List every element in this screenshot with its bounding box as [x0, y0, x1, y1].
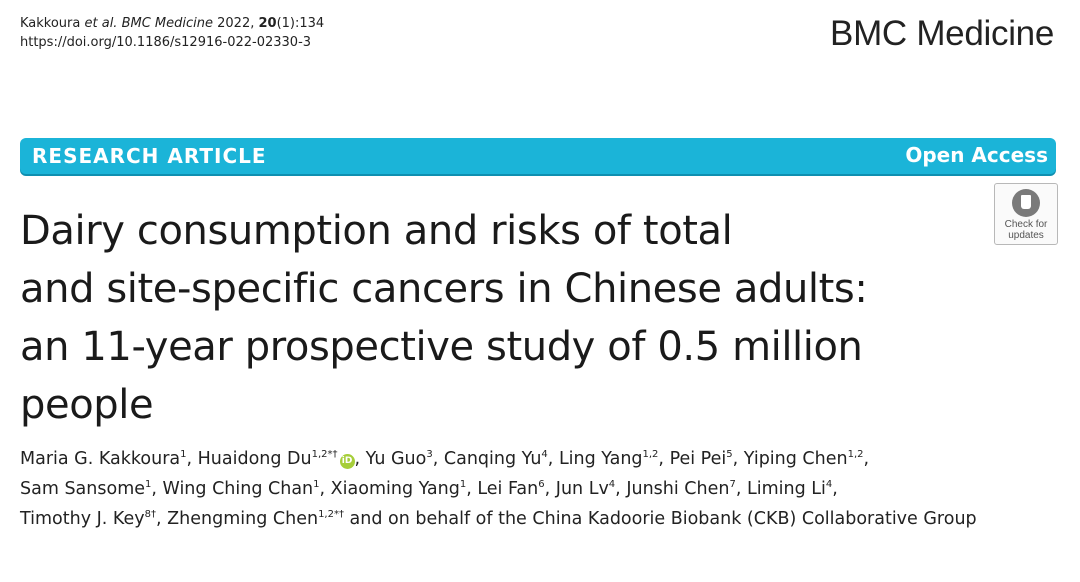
- citation-author: Kakkoura: [20, 16, 85, 31]
- author-name[interactable]: Jun Lv: [555, 479, 609, 499]
- author-name[interactable]: Junshi Chen: [626, 479, 730, 499]
- author-affiliation: 1: [459, 479, 467, 490]
- author-separator: ,: [319, 479, 331, 499]
- author-affiliation: 5: [726, 449, 733, 460]
- author-name[interactable]: Liming Li: [746, 479, 826, 499]
- author-affiliation: 4: [541, 449, 548, 460]
- author-name[interactable]: Pei Pei: [669, 449, 727, 469]
- author-name[interactable]: Ling Yang: [558, 449, 643, 469]
- author-separator: ,: [615, 479, 627, 499]
- author-affiliation: 4: [608, 479, 616, 490]
- author-name[interactable]: Timothy J. Key: [20, 509, 145, 529]
- author-affiliation: 1,2: [847, 449, 864, 460]
- author-separator: ,: [658, 449, 670, 469]
- bookmark-icon: [1012, 189, 1040, 217]
- citation-issue: (1):134: [276, 16, 325, 31]
- title-line: an 11-year prospective study of 0.5 mill…: [20, 324, 863, 370]
- author-affiliation: 8†: [144, 509, 157, 520]
- open-access-label: Open Access: [905, 143, 1048, 167]
- author-affiliation: 1: [145, 479, 152, 490]
- author-affiliation: 1: [313, 479, 320, 490]
- author-separator: ,: [186, 449, 198, 469]
- article-type-banner: RESEARCH ARTICLE Open Access: [20, 138, 1056, 174]
- citation-volume: 20: [258, 16, 277, 31]
- author-affiliation: 7: [729, 479, 736, 490]
- author-name[interactable]: Yiping Chen: [743, 449, 848, 469]
- title-line: Dairy consumption and risks of total: [20, 208, 733, 254]
- author-name[interactable]: Lei Fan: [477, 479, 539, 499]
- author-list: Maria G. Kakkoura1, Huaidong Du1,2*†iD, …: [20, 444, 1050, 534]
- orcid-icon[interactable]: iD: [339, 454, 355, 469]
- article-title: Dairy consumption and risks of total and…: [20, 202, 980, 434]
- check-updates-line1: Check for: [1004, 219, 1048, 230]
- citation-block: Kakkoura et al. BMC Medicine 2022, 20(1)…: [20, 14, 324, 52]
- author-name[interactable]: Huaidong Du: [197, 449, 312, 469]
- title-line: and site-specific cancers in Chinese adu…: [20, 266, 868, 312]
- author-name[interactable]: Canqing Yu: [443, 449, 542, 469]
- author-name[interactable]: Zhengming Chen: [167, 509, 319, 529]
- author-separator: ,: [354, 449, 366, 469]
- author-separator: ,: [735, 479, 747, 499]
- author-separator: ,: [832, 479, 838, 499]
- author-affiliation: 3: [426, 449, 433, 460]
- author-affiliation: 1,2*†: [311, 449, 338, 460]
- author-separator: ,: [863, 449, 870, 469]
- citation-year: 2022,: [213, 16, 259, 31]
- author-separator: ,: [151, 479, 163, 499]
- doi-link[interactable]: https://doi.org/10.1186/s12916-022-02330…: [20, 35, 312, 50]
- author-separator: ,: [466, 479, 478, 499]
- authors-consortium: and on behalf of the China Kadoorie Biob…: [349, 509, 977, 529]
- author-affiliation: 1: [180, 449, 187, 460]
- journal-logo: BMC Medicine: [830, 14, 1054, 53]
- author-name[interactable]: Wing Ching Chan: [162, 479, 314, 499]
- author-affiliation: 1,2*†: [318, 509, 344, 520]
- citation-journal: et al. BMC Medicine: [84, 16, 214, 31]
- author-separator: ,: [547, 449, 559, 469]
- author-affiliation: 6: [538, 479, 545, 490]
- check-updates-line2: updates: [1008, 230, 1044, 241]
- author-separator: ,: [432, 449, 444, 469]
- check-for-updates-button[interactable]: Check for updates: [994, 183, 1058, 245]
- author-separator: ,: [544, 479, 556, 499]
- author-name[interactable]: Maria G. Kakkoura: [20, 449, 181, 469]
- citation-line: Kakkoura et al. BMC Medicine 2022, 20(1)…: [20, 14, 324, 33]
- author-affiliation: 1,2: [642, 449, 659, 460]
- author-name[interactable]: Sam Sansome: [20, 479, 146, 499]
- author-name[interactable]: Xiaoming Yang: [330, 479, 460, 499]
- author-separator: ,: [732, 449, 744, 469]
- title-line: people: [20, 382, 154, 428]
- article-type-label: RESEARCH ARTICLE: [32, 144, 267, 168]
- author-separator: ,: [156, 509, 168, 529]
- author-name[interactable]: Yu Guo: [365, 449, 427, 469]
- author-affiliation: 4: [825, 479, 833, 490]
